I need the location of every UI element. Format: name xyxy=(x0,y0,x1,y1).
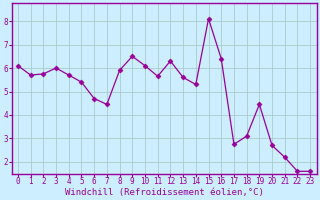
X-axis label: Windchill (Refroidissement éolien,°C): Windchill (Refroidissement éolien,°C) xyxy=(65,188,263,197)
